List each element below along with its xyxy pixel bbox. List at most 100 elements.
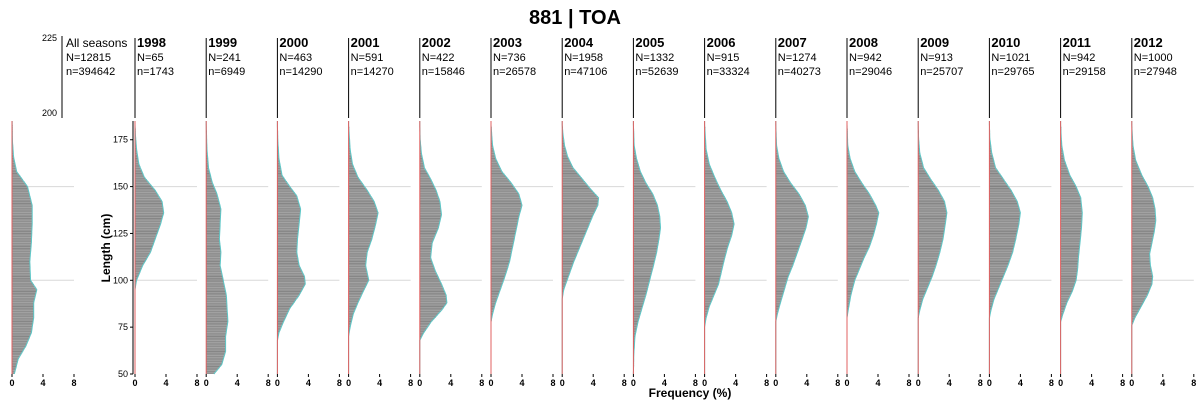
- bar: [11, 304, 34, 307]
- bar: [989, 216, 1020, 219]
- bar: [918, 220, 946, 223]
- bar: [918, 239, 943, 241]
- bar: [562, 168, 574, 170]
- bar: [419, 265, 434, 268]
- bar: [134, 196, 160, 198]
- bar: [11, 186, 28, 189]
- bar: [277, 257, 299, 260]
- bar: [918, 169, 926, 172]
- bar: [277, 203, 300, 206]
- bar: [277, 252, 298, 254]
- bar: [11, 222, 33, 224]
- bar: [206, 344, 226, 346]
- bar: [704, 231, 733, 234]
- bar: [134, 237, 156, 239]
- bar: [775, 188, 796, 191]
- bar: [348, 256, 367, 258]
- bar: [1060, 175, 1071, 178]
- bar: [134, 267, 142, 269]
- bar: [490, 291, 500, 294]
- bar: [11, 276, 31, 279]
- bar: [11, 241, 32, 243]
- bar: [348, 201, 375, 204]
- bar: [490, 227, 517, 230]
- bar: [134, 188, 155, 191]
- bar: [775, 199, 803, 202]
- bar: [704, 241, 730, 243]
- bar: [419, 259, 432, 262]
- bar: [348, 263, 366, 266]
- bar: [419, 181, 433, 183]
- bar: [918, 188, 938, 191]
- bar: [348, 218, 377, 221]
- panel-n: n=394642: [66, 66, 115, 78]
- panel-N: N=463: [279, 52, 312, 64]
- bar: [134, 184, 152, 187]
- bar: [206, 201, 220, 204]
- bar: [134, 220, 162, 223]
- bar: [1060, 265, 1078, 268]
- panel: 0 4 8 2010 N=1021 n=29765: [987, 35, 1054, 388]
- bar: [348, 308, 356, 311]
- bar: [348, 244, 370, 247]
- bar: [277, 284, 305, 286]
- bar: [419, 246, 432, 249]
- bar: [277, 173, 283, 176]
- bar: [11, 334, 31, 337]
- bar: [490, 287, 501, 290]
- bar: [1131, 224, 1156, 226]
- bar: [348, 237, 373, 239]
- bar: [918, 293, 925, 296]
- bar: [277, 304, 292, 307]
- bar: [989, 250, 1014, 253]
- panel-N: N=65: [137, 52, 164, 64]
- bar: [419, 289, 445, 292]
- bar: [11, 284, 34, 286]
- bar: [633, 286, 649, 288]
- bar: [846, 224, 877, 226]
- x-tick-label: 8: [408, 378, 413, 388]
- bar: [775, 246, 800, 249]
- bar: [206, 323, 228, 326]
- bar: [1131, 194, 1152, 196]
- bar: [206, 224, 221, 226]
- bar: [11, 259, 31, 262]
- bar: [562, 199, 599, 202]
- bar: [704, 233, 733, 236]
- bar: [419, 226, 439, 228]
- bar: [490, 293, 499, 296]
- bar: [1060, 289, 1073, 292]
- bar: [918, 222, 946, 224]
- bar: [1060, 211, 1083, 213]
- bar: [1131, 216, 1156, 219]
- x-tick-label: 8: [978, 378, 983, 388]
- bar: [633, 194, 654, 196]
- panel-title: 2000: [279, 35, 308, 50]
- bar: [562, 214, 594, 217]
- bar: [704, 227, 734, 230]
- bar: [1060, 168, 1068, 170]
- bar: [633, 280, 650, 283]
- bar: [846, 209, 878, 211]
- bar: [633, 284, 649, 286]
- bar: [1060, 276, 1077, 279]
- bar: [562, 197, 599, 200]
- panel-title: 2007: [778, 35, 807, 50]
- bar: [11, 244, 32, 247]
- bar: [1131, 173, 1142, 176]
- bar: [775, 211, 808, 213]
- bar: [562, 212, 594, 215]
- bar: [633, 184, 648, 187]
- bar: [846, 211, 879, 213]
- bar: [1131, 271, 1152, 273]
- bar: [846, 177, 859, 179]
- bar: [633, 197, 655, 200]
- bar: [419, 272, 437, 275]
- bar: [206, 194, 218, 196]
- bar: [1131, 310, 1139, 313]
- bar: [11, 342, 28, 344]
- bar: [775, 222, 808, 224]
- x-tick-label: 4: [733, 378, 738, 388]
- bar: [918, 207, 947, 209]
- bar: [134, 271, 141, 273]
